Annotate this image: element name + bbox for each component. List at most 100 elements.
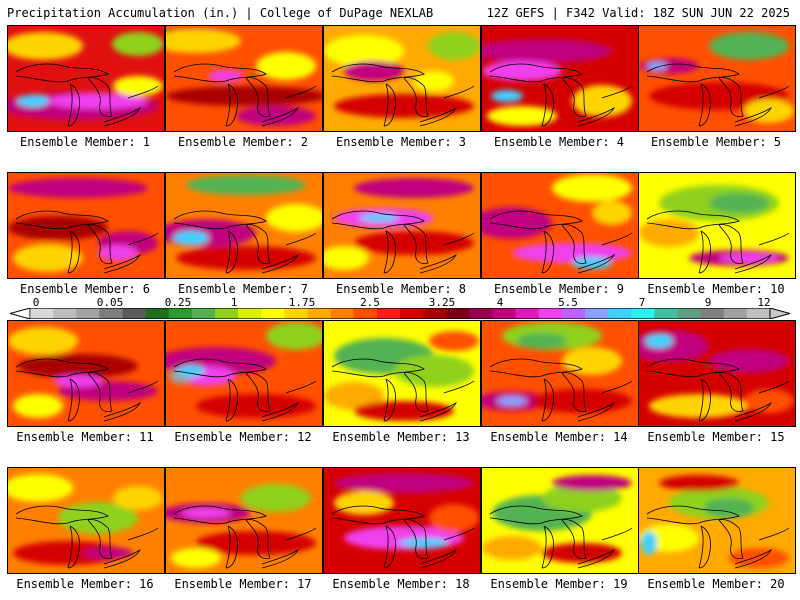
great-lakes-outline (331, 210, 475, 274)
precip-blob (552, 174, 632, 202)
precip-blob (171, 548, 221, 568)
precip-blob (8, 178, 148, 198)
precip-field (8, 468, 164, 573)
colorbar-swatch (238, 308, 262, 319)
colorbar-tick-label: 0.25 (164, 296, 192, 309)
great-lakes-outline (646, 358, 790, 422)
colorbar-swatch (99, 308, 123, 319)
colorbar-swatch (307, 308, 331, 319)
ensemble-member-label: Ensemble Member: 5 (650, 135, 782, 149)
precip-field (166, 321, 322, 426)
precip-field (482, 321, 638, 426)
colorbar-swatch (284, 308, 308, 319)
colorbar-swatch (145, 308, 170, 319)
ensemble-member-label: Ensemble Member: 20 (647, 577, 785, 591)
ensemble-map-18 (323, 467, 481, 574)
precip-blob (641, 531, 657, 555)
precip-blob (324, 246, 369, 270)
colorbar-swatch (168, 308, 193, 319)
ensemble-member-label: Ensemble Member: 12 (174, 430, 312, 444)
colorbar-swatch (515, 308, 540, 319)
precip-blob (487, 106, 557, 126)
model-run-info: 12Z GEFS | F342 Valid: 18Z SUN JUN 22 20… (486, 6, 790, 20)
colorbar-swatch (30, 308, 54, 319)
ensemble-map-3 (323, 25, 481, 132)
precip-field (482, 173, 638, 278)
colorbar-swatch (585, 308, 609, 319)
precip-blob (491, 90, 523, 102)
colorbar-swatch (122, 308, 146, 319)
precip-field (639, 321, 795, 426)
colorbar-swatch (654, 308, 678, 319)
precip-blob (659, 475, 739, 491)
precip-field (482, 26, 638, 131)
precip-blob (517, 333, 567, 349)
precip-field (639, 468, 795, 573)
great-lakes-outline (331, 63, 475, 127)
precip-blob (208, 70, 244, 82)
precip-blob (334, 491, 394, 515)
precip-blob (196, 394, 316, 418)
precip-field (324, 468, 480, 573)
precip-blob (8, 216, 108, 240)
precip-blob (354, 401, 454, 421)
ensemble-member-label: Ensemble Member: 1 (19, 135, 151, 149)
precip-blob (173, 231, 209, 245)
colorbar-swatch (677, 308, 701, 319)
ensemble-member-label: Ensemble Member: 19 (490, 577, 628, 591)
ensemble-member-label: Ensemble Member: 8 (335, 282, 467, 296)
precip-blob (256, 52, 316, 80)
precip-blob (324, 35, 404, 67)
precip-blob (17, 95, 49, 107)
colorbar-tick-label: 3.25 (428, 296, 456, 309)
precip-blob (542, 484, 622, 512)
precip-blob (532, 389, 632, 413)
precip-blob (186, 175, 306, 195)
precip-blob (98, 245, 138, 261)
precip-blob (572, 257, 612, 269)
precip-blob (359, 214, 399, 222)
precip-blob (562, 347, 622, 375)
great-lakes-outline (489, 505, 633, 569)
great-lakes-outline (15, 358, 159, 422)
ensemble-map-10 (638, 172, 796, 279)
precip-field (482, 468, 638, 573)
great-lakes-outline (489, 210, 633, 274)
precip-blob (709, 193, 769, 213)
precip-blob (649, 394, 749, 418)
precip-blob (429, 504, 479, 532)
colorbar-swatch (53, 308, 77, 319)
ensemble-member-label: Ensemble Member: 2 (177, 135, 309, 149)
ensemble-member-label: Ensemble Member: 16 (16, 577, 154, 591)
great-lakes-outline (331, 505, 475, 569)
precip-blob (704, 498, 754, 518)
ensemble-map-1 (7, 25, 165, 132)
colorbar-swatch (631, 308, 655, 319)
precip-field (8, 321, 164, 426)
ensemble-map-12 (165, 320, 323, 427)
precip-blob (334, 473, 474, 493)
great-lakes-outline (15, 505, 159, 569)
precip-blob (729, 548, 789, 568)
ensemble-map-19 (481, 467, 639, 574)
precip-blob (744, 389, 794, 413)
great-lakes-outline (646, 63, 790, 127)
precip-blob (709, 32, 789, 60)
precip-field (166, 468, 322, 573)
ensemble-map-6 (7, 172, 165, 279)
ensemble-member-label: Ensemble Member: 11 (16, 430, 154, 444)
precip-blob (592, 201, 632, 225)
ensemble-map-13 (323, 320, 481, 427)
ensemble-member-label: Ensemble Member: 18 (332, 577, 470, 591)
precip-colorbar: 0 0.05 0.25 1 1.75 2.5 3.25 4 5.5 7 9 12 (10, 296, 790, 320)
precip-blob (354, 231, 474, 255)
colorbar-tick-label: 12 (757, 296, 771, 309)
great-lakes-outline (646, 505, 790, 569)
colorbar-strip (10, 308, 790, 319)
ensemble-map-11 (7, 320, 165, 427)
great-lakes-outline (646, 210, 790, 274)
precip-field (324, 321, 480, 426)
colorbar-swatch (469, 308, 493, 319)
great-lakes-outline (173, 63, 317, 127)
great-lakes-outline (173, 358, 317, 422)
